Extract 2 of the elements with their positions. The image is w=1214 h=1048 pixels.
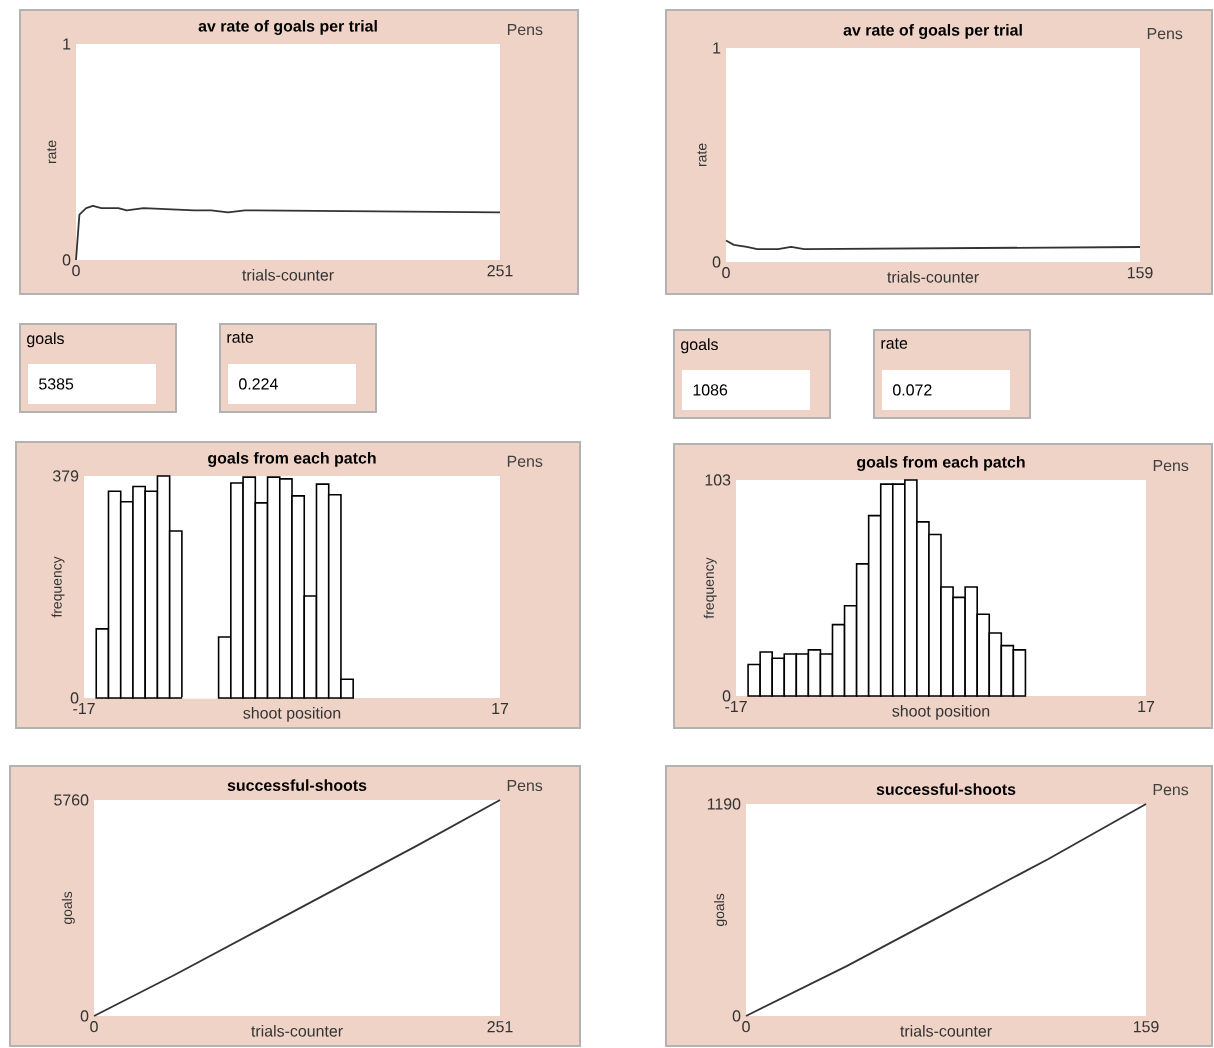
line-series: [75, 205, 501, 261]
line-series: [745, 803, 1147, 1017]
